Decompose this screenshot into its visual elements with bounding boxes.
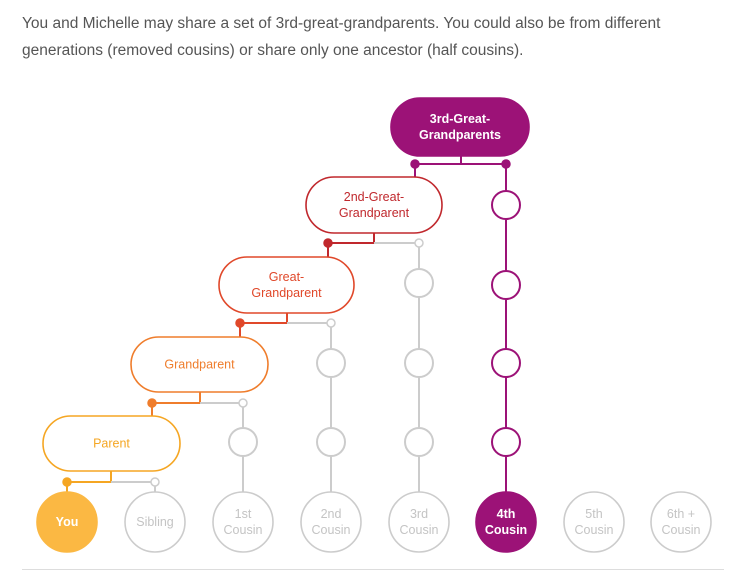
- ancestor-3rd-great-grandparents: [390, 97, 530, 157]
- relative-sibling: [124, 491, 186, 553]
- relative-label: 3rd: [410, 507, 428, 521]
- relative-label: You: [56, 515, 79, 529]
- ancestor-label: 2nd-Great-: [344, 190, 404, 204]
- ancestor-label: 3rd-Great-: [430, 112, 490, 126]
- relative-label: 1st: [235, 507, 252, 521]
- junction-dot: [326, 318, 336, 328]
- ancestor-label: Grandparent: [251, 286, 322, 300]
- ancestor-pill: [218, 256, 355, 314]
- ancestor-great-grandparent: [218, 256, 355, 314]
- generation-ring: [491, 427, 521, 457]
- relative-3rd-cousin: [388, 491, 450, 553]
- relative-2nd-cousin: [300, 491, 362, 553]
- junction-dot: [238, 398, 248, 408]
- ancestor-2nd-great-grandparent: [305, 176, 443, 234]
- junction-dot: [150, 477, 160, 487]
- generation-ring: [491, 190, 521, 220]
- ancestor-label: Grandparent: [164, 358, 235, 372]
- relative-label: Cousin: [312, 523, 351, 537]
- relative-5th-cousin: [563, 491, 625, 553]
- ancestor-pill: [305, 176, 443, 234]
- ancestor-pill: [42, 415, 181, 472]
- generation-ring: [491, 270, 521, 300]
- relative-label: 4th: [497, 507, 516, 521]
- generation-ring: [316, 348, 346, 378]
- relative-label: Cousin: [400, 523, 439, 537]
- junction-dot: [62, 477, 72, 487]
- relative-6th-plus-cousin: [650, 491, 712, 553]
- ancestor-label: Grandparent: [339, 206, 410, 220]
- bottom-divider: [22, 569, 724, 570]
- ancestor-pill: [130, 336, 269, 393]
- relative-label: Cousin: [575, 523, 614, 537]
- relative-label: 2nd: [321, 507, 342, 521]
- generation-ring: [316, 427, 346, 457]
- ancestor-pill: [390, 97, 530, 157]
- relative-label: Cousin: [224, 523, 263, 537]
- ancestor-label: Great-: [269, 270, 304, 284]
- junction-dot: [323, 238, 333, 248]
- relative-label: Cousin: [485, 523, 527, 537]
- relative-label: 6th +: [667, 507, 695, 521]
- generation-ring: [404, 348, 434, 378]
- ancestor-parent: [42, 415, 181, 472]
- junction-dot: [414, 238, 424, 248]
- relative-label: Sibling: [136, 515, 174, 529]
- ancestor-label: Parent: [93, 437, 130, 451]
- junction-dot: [147, 398, 157, 408]
- relative-4th-cousin: [475, 491, 537, 553]
- junction-dot: [501, 159, 511, 169]
- relative-you: [36, 491, 98, 553]
- generation-ring: [228, 427, 258, 457]
- relative-1st-cousin: [212, 491, 274, 553]
- ancestor-label: Grandparents: [419, 128, 501, 142]
- junction-dot: [235, 318, 245, 328]
- generation-ring: [404, 427, 434, 457]
- junction-dot: [410, 159, 420, 169]
- relative-label: Cousin: [662, 523, 701, 537]
- relative-label: 5th: [585, 507, 602, 521]
- generation-ring: [404, 268, 434, 298]
- intro-text: You and Michelle may share a set of 3rd-…: [22, 15, 661, 59]
- generation-ring: [491, 348, 521, 378]
- ancestor-grandparent: [130, 336, 269, 393]
